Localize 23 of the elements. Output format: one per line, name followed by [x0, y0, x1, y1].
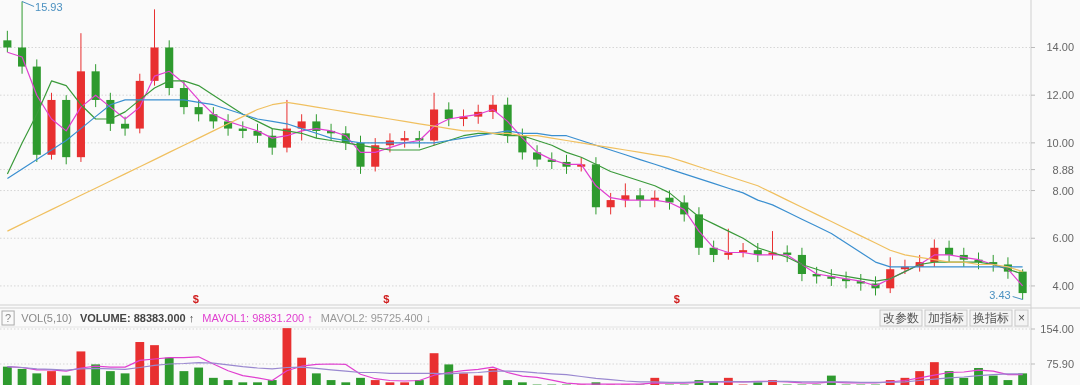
annotation: 加指标: [927, 311, 964, 325]
annotation: ×: [1017, 311, 1025, 325]
text: ?: [5, 312, 12, 324]
annotation: 改参数: [882, 311, 919, 325]
y-tick-label: 75.90: [1046, 358, 1074, 371]
annotation: $: [673, 293, 680, 305]
y-tick-label: 14.00: [1046, 41, 1074, 54]
text: MAVOL1: 98831.200 ↑: [202, 312, 313, 324]
y-tick-label: 8.88: [1052, 163, 1074, 176]
annotation: 3.43: [989, 288, 1011, 301]
y-tick-label: 10.00: [1046, 136, 1074, 149]
y-tick-label: 12.00: [1046, 89, 1074, 102]
y-tick-label: 154.00: [1040, 323, 1074, 336]
annotation: $: [383, 293, 390, 305]
y-tick-label: 8.00: [1052, 184, 1074, 197]
y-tick-label: 4.00: [1052, 279, 1074, 292]
text: VOL(5,10): [21, 312, 72, 324]
annotation: 换指标: [972, 311, 1009, 325]
y-tick-label: 6.00: [1052, 232, 1074, 245]
text: VOLUME: 88383.000 ↑: [79, 312, 195, 324]
annotation: $: [192, 293, 199, 305]
annotation: 15.93: [35, 1, 63, 14]
text: MAVOL2: 95725.400 ↓: [320, 312, 432, 324]
